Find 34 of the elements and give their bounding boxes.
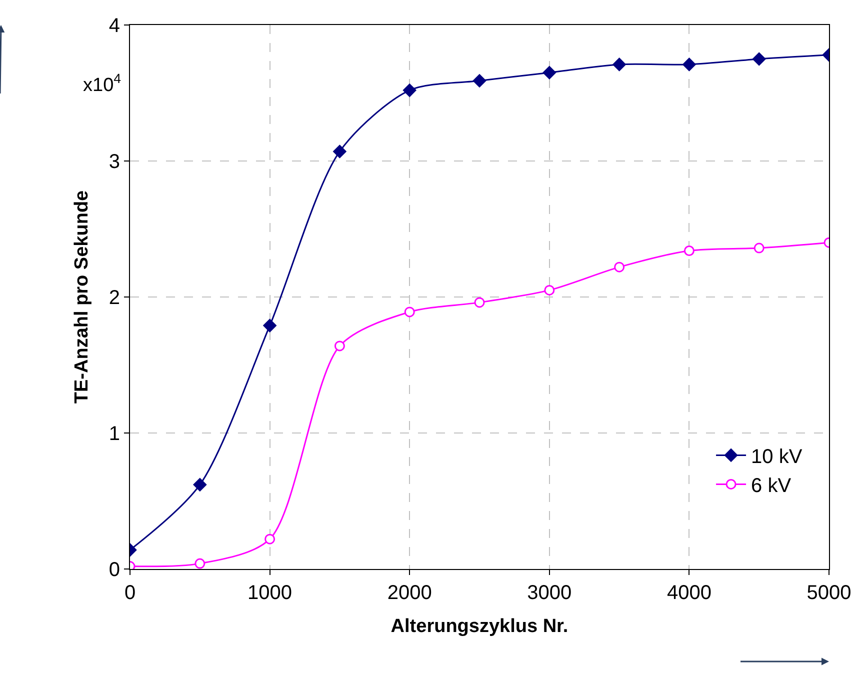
point <box>263 318 276 332</box>
x-tick-label: 1000 <box>248 582 292 604</box>
text: x10$^{4}$ <box>83 71 122 96</box>
legend-label: 10 kV <box>751 446 803 468</box>
x-tick-label: 2000 <box>387 582 432 604</box>
point <box>472 74 486 88</box>
x-tick-label: 0 <box>124 582 136 604</box>
point <box>612 58 626 72</box>
x-tick-label: 4000 <box>666 582 712 604</box>
point <box>333 144 346 158</box>
point <box>544 284 555 296</box>
y-axis-title: TE-Anzahl pro Sekunde <box>72 190 93 404</box>
point <box>194 558 206 569</box>
y-tick-label: 0 <box>108 559 120 581</box>
point <box>752 52 766 66</box>
point <box>474 297 485 308</box>
point <box>193 478 206 492</box>
x-axis-title: Alterungszyklus Nr. <box>390 616 568 637</box>
point <box>614 262 625 272</box>
point <box>684 246 694 256</box>
point <box>264 534 276 544</box>
point <box>404 306 415 318</box>
point <box>754 242 764 254</box>
point <box>682 58 696 72</box>
x-tick-label: 3000 <box>527 582 572 604</box>
y-tick-label: 3 <box>108 151 120 173</box>
point <box>403 84 416 97</box>
y-tick-label: 2 <box>108 287 120 309</box>
legend-label: 6 kV <box>751 475 792 498</box>
x-tick-label: 5000 <box>806 582 852 604</box>
point <box>334 340 345 352</box>
point <box>542 66 556 80</box>
y-tick-label: 1 <box>108 423 120 445</box>
y-tick-label: 4 <box>108 15 120 37</box>
